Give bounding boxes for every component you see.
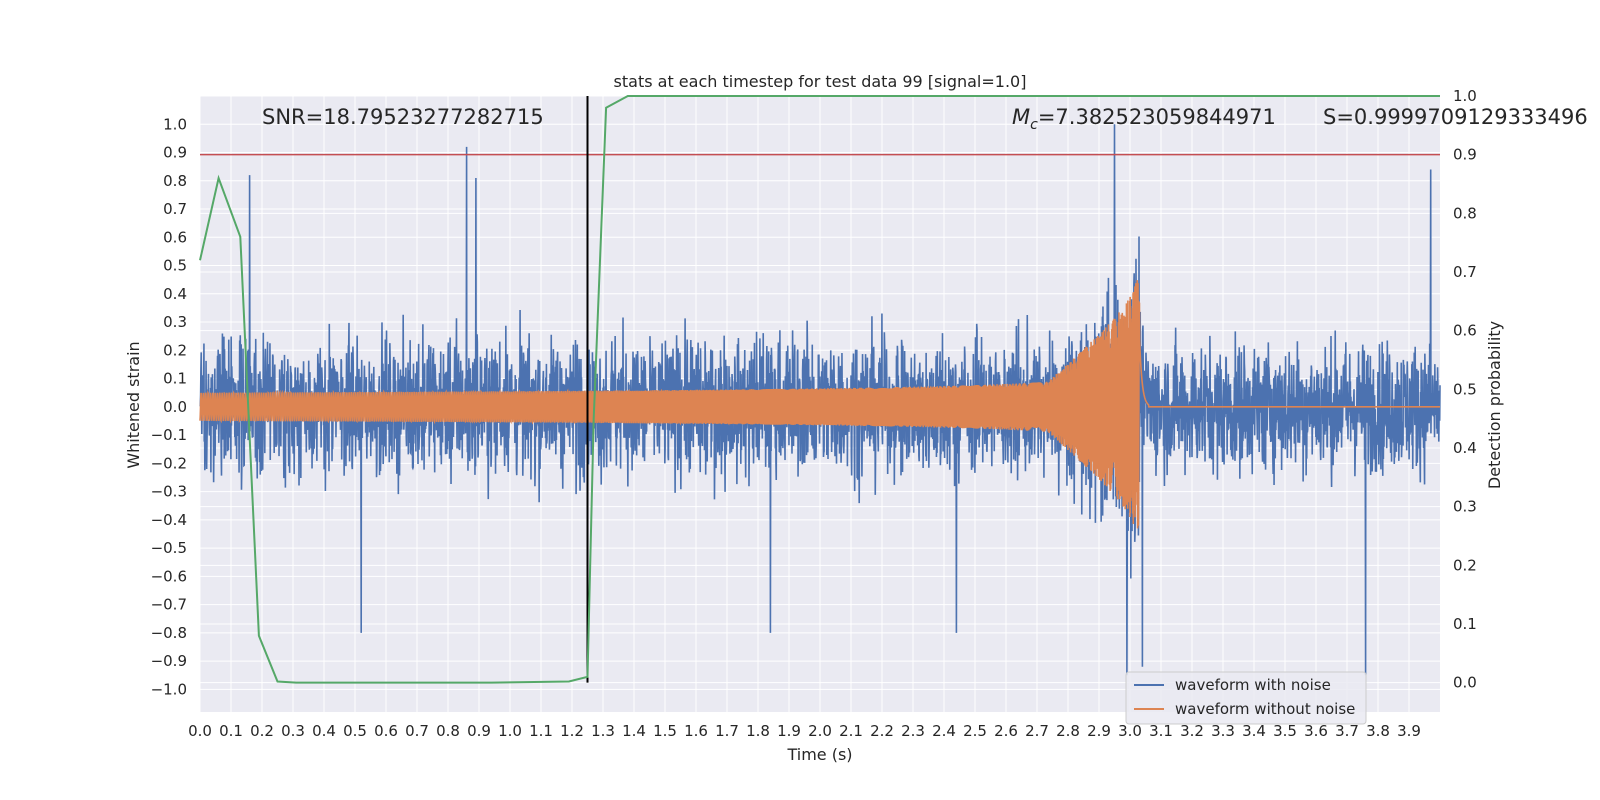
- x-tick-label: 2.9: [1087, 722, 1111, 740]
- y2-tick-label: 0.3: [1453, 498, 1477, 516]
- x-tick-label: 0.0: [188, 722, 212, 740]
- chirp-mass-symbol: M: [1012, 105, 1030, 129]
- score-annotation: S=0.9999709129333496: [1323, 105, 1588, 129]
- y2-tick-label: 0.6: [1453, 322, 1477, 340]
- y-tick-label: 0.7: [163, 200, 187, 218]
- x-tick-label: 0.3: [281, 722, 305, 740]
- x-tick-label: 3.7: [1335, 722, 1359, 740]
- chart-title: stats at each timestep for test data 99 …: [614, 72, 1027, 91]
- y-tick-label: 0.6: [163, 228, 187, 246]
- x-tick-label: 2.1: [839, 722, 863, 740]
- x-tick-label: 2.6: [994, 722, 1018, 740]
- legend-box: [1125, 671, 1367, 725]
- y-axis-label: Whitened strain: [124, 341, 143, 468]
- x-tick-label: 1.5: [653, 722, 677, 740]
- y-tick-label: −0.2: [151, 454, 187, 472]
- x-tick-label: 3.2: [1180, 722, 1204, 740]
- y-tick-label: −1.0: [151, 680, 187, 698]
- x-tick-label: 2.8: [1056, 722, 1080, 740]
- y-tick-label: −0.5: [151, 539, 187, 557]
- probability-trace: [199, 95, 1440, 684]
- y-tick-label: 0.1: [163, 370, 187, 388]
- y2-tick-label: 0.0: [1453, 674, 1477, 692]
- y-tick-label: 0.0: [163, 398, 187, 416]
- y2-tick-label: 0.2: [1453, 556, 1477, 574]
- series-detection-probability: [199, 95, 1440, 684]
- x-tick-label: 2.2: [870, 722, 894, 740]
- x-tick-label: 2.7: [1025, 722, 1049, 740]
- y-tick-label: 0.4: [163, 285, 187, 303]
- x-tick-label: 1.6: [684, 722, 708, 740]
- x-tick-label: 3.8: [1366, 722, 1390, 740]
- x-tick-label: 2.5: [963, 722, 987, 740]
- y-tick-label: 0.8: [163, 172, 187, 190]
- snr-annotation: SNR=18.79523277282715: [262, 105, 544, 129]
- x-tick-label: 2.4: [932, 722, 956, 740]
- x-tick-label: 0.7: [405, 722, 429, 740]
- y-tick-label: −0.4: [151, 511, 187, 529]
- y2-axis-label: Detection probability: [1485, 321, 1504, 489]
- x-tick-label: 1.7: [715, 722, 739, 740]
- x-tick-label: 3.3: [1211, 722, 1235, 740]
- axis-ticks: 0.0 0.1 0.2 0.3 0.4 0.5 0.6 0.7 0.8 0.9 1.0 1.1 1.2 1…: [151, 87, 1477, 740]
- x-tick-label: 3.9: [1397, 722, 1421, 740]
- x-tick-label: 1.0: [498, 722, 522, 740]
- x-tick-label: 1.8: [746, 722, 770, 740]
- series-waveform-without-noise: [199, 280, 1440, 529]
- y2-tick-label: 1.0: [1453, 87, 1477, 105]
- chirp-mass-subscript: c: [1030, 117, 1038, 133]
- y2-tick-label: 0.7: [1453, 263, 1477, 281]
- y-tick-label: −0.9: [151, 652, 187, 670]
- x-tick-label: 0.4: [312, 722, 336, 740]
- x-axis-label: Time (s): [786, 745, 852, 764]
- x-tick-label: 0.2: [250, 722, 274, 740]
- chirp-mass-annotation: Mc=7.382523059844971: [1012, 105, 1276, 133]
- x-tick-label: 3.6: [1304, 722, 1328, 740]
- x-tick-label: 0.1: [219, 722, 243, 740]
- y2-tick-label: 0.1: [1453, 615, 1477, 633]
- x-tick-label: 0.9: [467, 722, 491, 740]
- x-tick-label: 1.2: [560, 722, 584, 740]
- x-tick-label: 2.0: [808, 722, 832, 740]
- y-tick-label: −0.1: [151, 426, 187, 444]
- overlay-lines: [200, 96, 1440, 683]
- legend-label-noise: waveform with noise: [1175, 676, 1331, 694]
- y2-tick-label: 0.8: [1453, 204, 1477, 222]
- x-tick-label: 3.1: [1149, 722, 1173, 740]
- legend: waveform with noise waveform without noi…: [1125, 671, 1367, 725]
- y-tick-label: −0.6: [151, 567, 187, 585]
- x-tick-label: 3.0: [1118, 722, 1142, 740]
- signal-trace: [199, 280, 1440, 529]
- y-tick-label: 0.2: [163, 341, 187, 359]
- x-tick-label: 0.5: [343, 722, 367, 740]
- x-tick-label: 0.6: [374, 722, 398, 740]
- x-tick-label: 1.3: [591, 722, 615, 740]
- x-tick-label: 1.4: [622, 722, 646, 740]
- chirp-mass-value: =7.382523059844971: [1038, 105, 1276, 129]
- x-tick-label: 1.9: [777, 722, 801, 740]
- y-tick-label: 0.9: [163, 144, 187, 162]
- y2-tick-label: 0.9: [1453, 146, 1477, 164]
- y2-tick-label: 0.4: [1453, 439, 1477, 457]
- y-tick-label: 1.0: [163, 115, 187, 133]
- x-tick-label: 0.8: [436, 722, 460, 740]
- x-tick-label: 3.4: [1242, 722, 1266, 740]
- y-tick-label: 0.5: [163, 257, 187, 275]
- y-tick-label: −0.7: [151, 596, 187, 614]
- x-tick-label: 2.3: [901, 722, 925, 740]
- y2-tick-label: 0.5: [1453, 380, 1477, 398]
- y-tick-label: 0.3: [163, 313, 187, 331]
- y-tick-label: −0.8: [151, 624, 187, 642]
- y-tick-label: −0.3: [151, 483, 187, 501]
- x-tick-label: 3.5: [1273, 722, 1297, 740]
- x-tick-label: 1.1: [529, 722, 553, 740]
- legend-label-signal: waveform without noise: [1175, 700, 1355, 718]
